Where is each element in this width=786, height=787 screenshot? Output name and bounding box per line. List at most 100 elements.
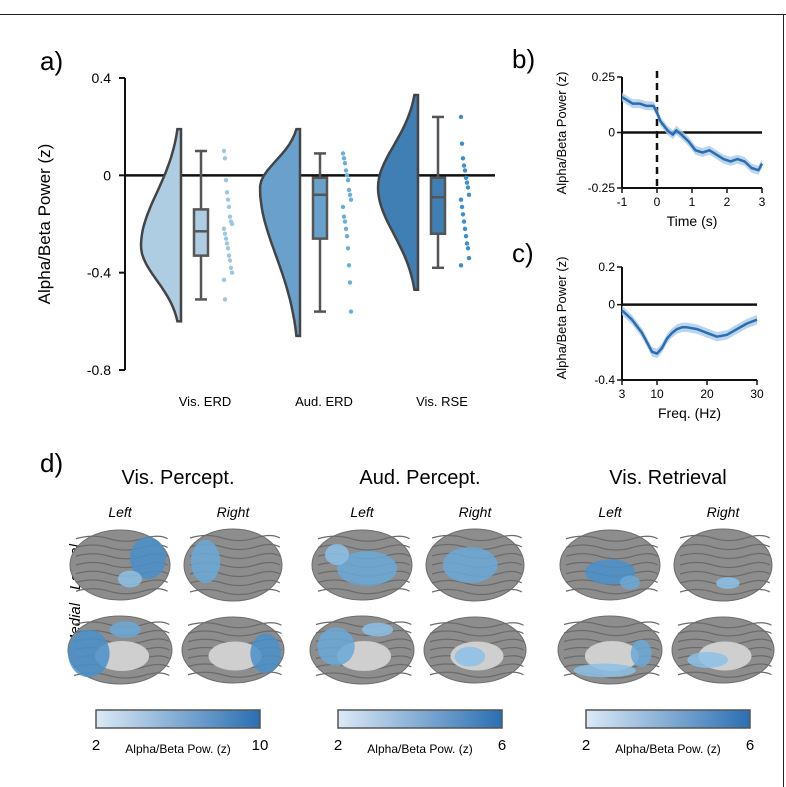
activation-blob [109,621,141,638]
data-point [223,178,229,183]
data-point [458,263,464,268]
sulcus-line [75,535,168,542]
colorbar-max-label: 6 [746,737,754,754]
data-point [222,156,228,161]
colorbar-max-label: 6 [498,737,506,754]
sulcus-line [563,629,660,637]
data-point [348,309,354,314]
data-point [466,192,472,197]
brain-lateral-right [673,528,773,602]
sulcus-line [677,671,772,678]
c-xtick-label: 30 [750,387,764,401]
a-ytick-label: 0 [103,167,111,183]
colorbar-title: Alpha/Beta Pow. (z) [367,742,472,756]
b-xtick-label: 2 [724,195,731,209]
colorbar-3 [585,709,751,729]
violin-1 [139,127,183,323]
b-xtick-label: -1 [617,195,628,209]
data-point [227,214,233,219]
data-point [466,255,472,261]
data-point [224,241,230,246]
colorbar-title: Alpha/Beta Pow. (z) [125,742,230,756]
activation-blob [317,627,355,666]
data-point [347,192,353,197]
b-series-line [621,95,764,172]
data-point [347,280,353,285]
brain-medial-right [423,616,527,684]
data-point [225,197,231,202]
c-ytick-label: 0.2 [598,260,615,274]
data-point [346,263,352,268]
hemisphere-label-left: Left [350,504,374,520]
sulcus-line [429,622,524,629]
sulcus-line [679,588,771,596]
c-xtick-label: 3 [619,387,626,401]
c-ytick-label: 0 [608,298,615,312]
data-point [460,212,466,217]
data-point [344,233,350,239]
panel-c-chart: 0.2 0 -0.4 3 10 20 30 Freq. (Hz) Alpha/Beta Powe… [554,257,764,421]
sulcus-line [565,579,658,586]
cortex-surface [673,528,773,602]
data-point [224,190,230,195]
data-point [458,197,464,202]
sulcus-line [75,588,168,595]
sulcus-line [679,552,771,560]
c-series-line [621,309,758,355]
violin-3 [376,93,420,291]
data-point [221,226,227,232]
sulcus-line [431,579,523,587]
category-label-1: Vis. ERD [179,394,232,409]
data-point [459,141,465,146]
sulcus-line [677,622,772,629]
medial-wall [584,641,640,671]
b-ytick-label: -0.25 [588,181,616,195]
data-point [226,253,232,258]
sulcus-line [315,672,412,679]
hemisphere-label-right: Right [459,504,493,520]
activation-blob [620,575,640,590]
activation-blob [630,639,652,668]
panel-label-d: d) [40,448,63,478]
category-label-3: Vis. RSE [416,394,468,409]
c-ci-band [622,305,757,359]
activation-blob [190,539,221,584]
data-point [462,168,468,173]
sulcus-line [677,630,772,637]
data-point [464,241,470,246]
c-xtick-label: 10 [650,387,664,401]
sulcus-line [679,570,771,578]
panel-a-chart: 0.4 0 -0.4 -0.8 Alpha/Beta Power (z) Vis. ERD… [35,70,495,409]
panel-label-c: c) [512,238,534,268]
data-point [227,258,233,263]
data-point [462,226,468,232]
sulcus-line [187,630,282,637]
c-ytick-label: -0.4 [594,373,615,387]
data-point [222,297,228,302]
activation-blob [68,629,110,678]
data-point [343,168,349,173]
activation-blob [362,622,394,637]
colorbar-min-label: 2 [582,737,590,754]
data-point [460,156,466,161]
data-point [463,175,469,180]
panel-label-b: b) [512,44,535,74]
panel-d-brain-maps: Medial Lateral Vis. Percept.LeftRight210… [67,467,775,756]
data-point [463,233,469,239]
data-point [461,163,467,168]
colorbar-1 [95,709,261,729]
activation-blob [337,551,397,586]
brain-lateral-left [559,529,661,601]
data-point [340,151,346,156]
data-point [226,204,232,210]
brain-group-title-3: Vis. Retrieval [609,467,726,489]
sulcus-line [317,535,410,542]
data-point [458,114,464,120]
sulcus-line [679,534,771,542]
sulcus-line [679,561,771,569]
category-label-2: Aud. ERD [295,394,353,409]
c-xtick-label: 20 [700,387,714,401]
activation-blob [130,537,166,579]
data-point [348,197,354,202]
